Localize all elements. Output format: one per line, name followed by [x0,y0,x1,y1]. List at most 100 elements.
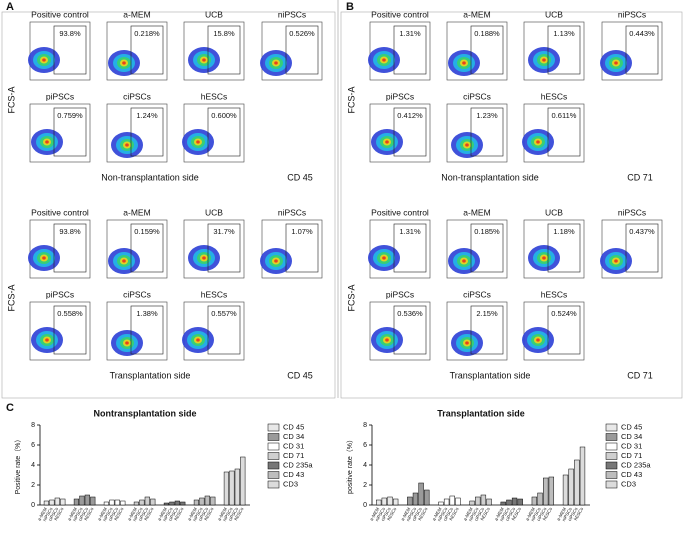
gate [130,305,164,355]
marker-label: CD 71 [627,370,653,380]
bar [412,492,419,506]
plot-name: a-MEM [463,207,490,217]
side-label: Non-transplantation side [441,172,539,182]
gate-percent: 15.8% [213,29,235,38]
gate [393,223,427,273]
legend-label: CD 235a [283,460,313,469]
y-tick-label: 0 [31,502,35,509]
x-tick-label: hESCs [542,506,554,521]
bar [223,471,229,506]
x-tick-label: hESCs [173,506,185,521]
plot-name: hESCs [541,289,567,299]
cell-density [202,256,206,260]
gate [207,305,241,355]
gate [53,107,87,157]
bar [455,497,461,506]
gate [207,107,241,157]
cell-density [202,58,206,62]
legend-swatch [605,461,618,470]
y-axis-label: positive rate（%） [346,436,354,494]
bar [199,497,205,506]
gate [285,25,319,75]
cell-density [122,61,126,65]
gate-percent: 1.24% [136,111,158,120]
gate-percent: 0.526% [289,29,315,38]
legend-swatch [267,461,280,470]
x-tick-label: hESCs [573,506,585,521]
y-axis-label: FCS-A [346,87,356,114]
marker-label: CD 45 [287,172,313,182]
y-tick-label: 6 [363,442,367,449]
panel-b-frame [340,11,683,399]
panel-a-frame [1,11,336,399]
bar [543,477,549,506]
cell-density [385,140,389,144]
legend-label: CD 43 [283,470,304,479]
bar [54,497,60,506]
x-tick-label: a-MEM [525,506,537,521]
gate [393,25,427,75]
legend-label: CD 31 [621,441,642,450]
x-tick-label: hESCs [511,506,523,521]
cell-density [196,338,200,342]
y-tick-label: 8 [31,422,35,429]
legend-label: CD 71 [621,451,642,460]
legend-label: CD 34 [621,432,642,441]
plot-name: UCB [205,207,223,217]
cell-density [462,61,466,65]
cell-density [42,256,46,260]
bar [73,498,79,506]
gate [625,223,659,273]
bar [150,498,156,506]
gate-percent: 31.7% [213,227,235,236]
cell-density [614,61,618,65]
x-tick-label: hESCs [53,506,65,521]
gate-percent: 0.600% [211,111,237,120]
gate [547,305,581,355]
bar [109,499,115,506]
legend-swatch [267,423,280,432]
y-tick-label: 8 [363,422,367,429]
bar [517,498,523,506]
gate [547,223,581,273]
plot-name: niPSCs [278,207,306,217]
plot-name: ciPSCs [463,289,491,299]
legend-label: CD 34 [283,432,304,441]
plot-name: a-MEM [123,207,150,217]
y-tick-label: 4 [363,462,367,469]
bar [114,499,120,506]
x-tick-label: a-MEM [67,506,79,521]
x-tick-label: hESCs [203,506,215,521]
cell-density [536,338,540,342]
plot-name: niPSCs [618,207,646,217]
y-tick-label: 6 [31,442,35,449]
bar [500,501,506,506]
plot-name: Positive control [371,9,429,19]
legend-swatch [605,442,618,451]
side-label: Transplantation side [450,370,531,380]
bar [531,496,538,506]
plot-name: piPSCs [46,289,74,299]
gate-percent: 0.185% [474,227,500,236]
bar [392,498,399,506]
bar [49,499,55,506]
bar [562,474,569,506]
gate-percent: 0.611% [552,111,577,120]
bar [449,495,455,506]
bar [579,446,586,506]
x-tick-label: a-MEM [462,506,474,521]
bar [375,499,382,506]
legend-label: CD 45 [283,422,304,431]
x-tick-label: hESCs [143,506,155,521]
gate [285,223,319,273]
bar [174,500,180,506]
plot-name: niPSCs [618,9,646,19]
gate [547,107,581,157]
bar [60,498,66,506]
bar [548,476,555,506]
bar [418,482,424,506]
plot-name: a-MEM [463,9,490,19]
cell-density [542,256,546,260]
bar [381,497,387,506]
bar [120,500,126,506]
